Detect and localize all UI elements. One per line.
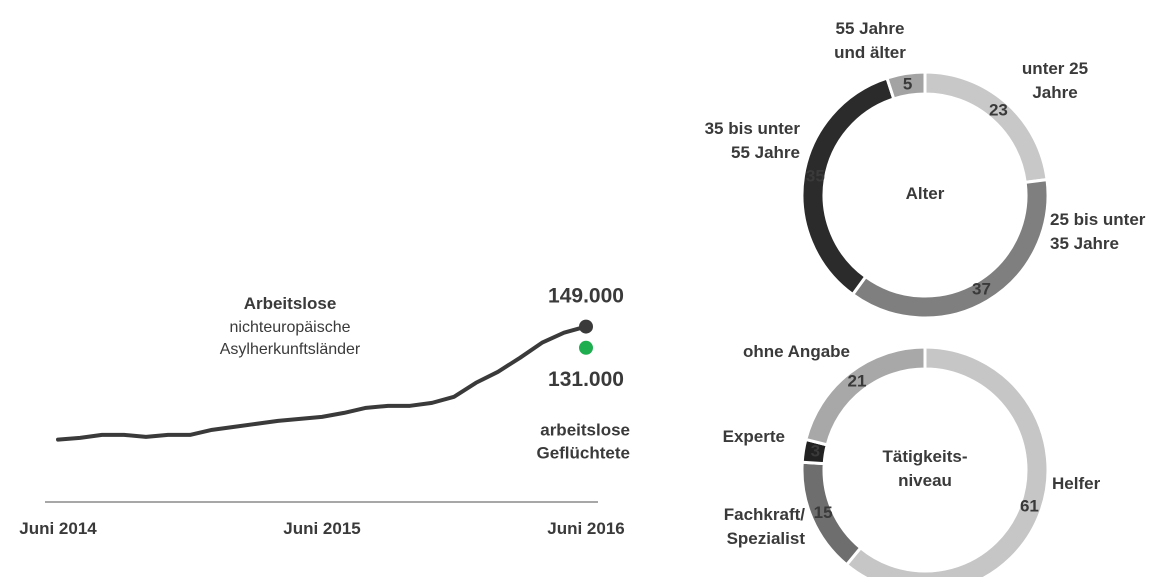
x-tick-label: Juni 2016 <box>547 519 625 538</box>
category-label: ohne Angabe <box>743 342 850 361</box>
line <box>56 324 588 442</box>
donut-title: Alter <box>906 184 945 203</box>
value-label: 23 <box>989 101 1008 120</box>
category-label: Fachkraft/Spezialist <box>724 505 806 548</box>
value-label: 61 <box>1020 497 1039 516</box>
value-label: 21 <box>848 372 867 391</box>
x-tick-label: Juni 2014 <box>19 519 97 538</box>
category-label: Experte <box>723 427 785 446</box>
series-label: Arbeitslose <box>244 294 337 313</box>
point <box>579 340 593 355</box>
donut-segment <box>923 70 1049 185</box>
donut-segment <box>800 76 896 297</box>
value-label: 3 <box>811 442 820 461</box>
value-label: 149.000 <box>548 284 624 307</box>
donut-segment <box>844 345 1050 577</box>
value-label: 131.000 <box>548 367 624 390</box>
donut-title: Tätigkeits-niveau <box>882 447 967 490</box>
value-label: 35 <box>806 167 825 186</box>
category-label: 25 bis unter 35 Jahre <box>1050 210 1146 253</box>
value-label: 5 <box>903 75 912 94</box>
donut-segment <box>850 177 1050 320</box>
donut-segment <box>885 70 927 101</box>
series-label: arbeitslose Geflüchtete <box>536 421 630 463</box>
category-label: unter 25 Jahre <box>1022 59 1088 102</box>
value-label: 15 <box>814 504 833 523</box>
category-label: 35 bis unter 55 Jahre <box>705 119 801 162</box>
x-tick-label: Juni 2015 <box>283 519 361 538</box>
category-label: 55 Jahre und älter <box>834 19 906 62</box>
donut-segment <box>804 345 927 447</box>
series-description: nichteuropäische Asylherkunftsländer <box>220 319 361 358</box>
point <box>579 319 593 334</box>
category-label: Helfer <box>1052 474 1101 493</box>
value-label: 37 <box>972 280 991 299</box>
